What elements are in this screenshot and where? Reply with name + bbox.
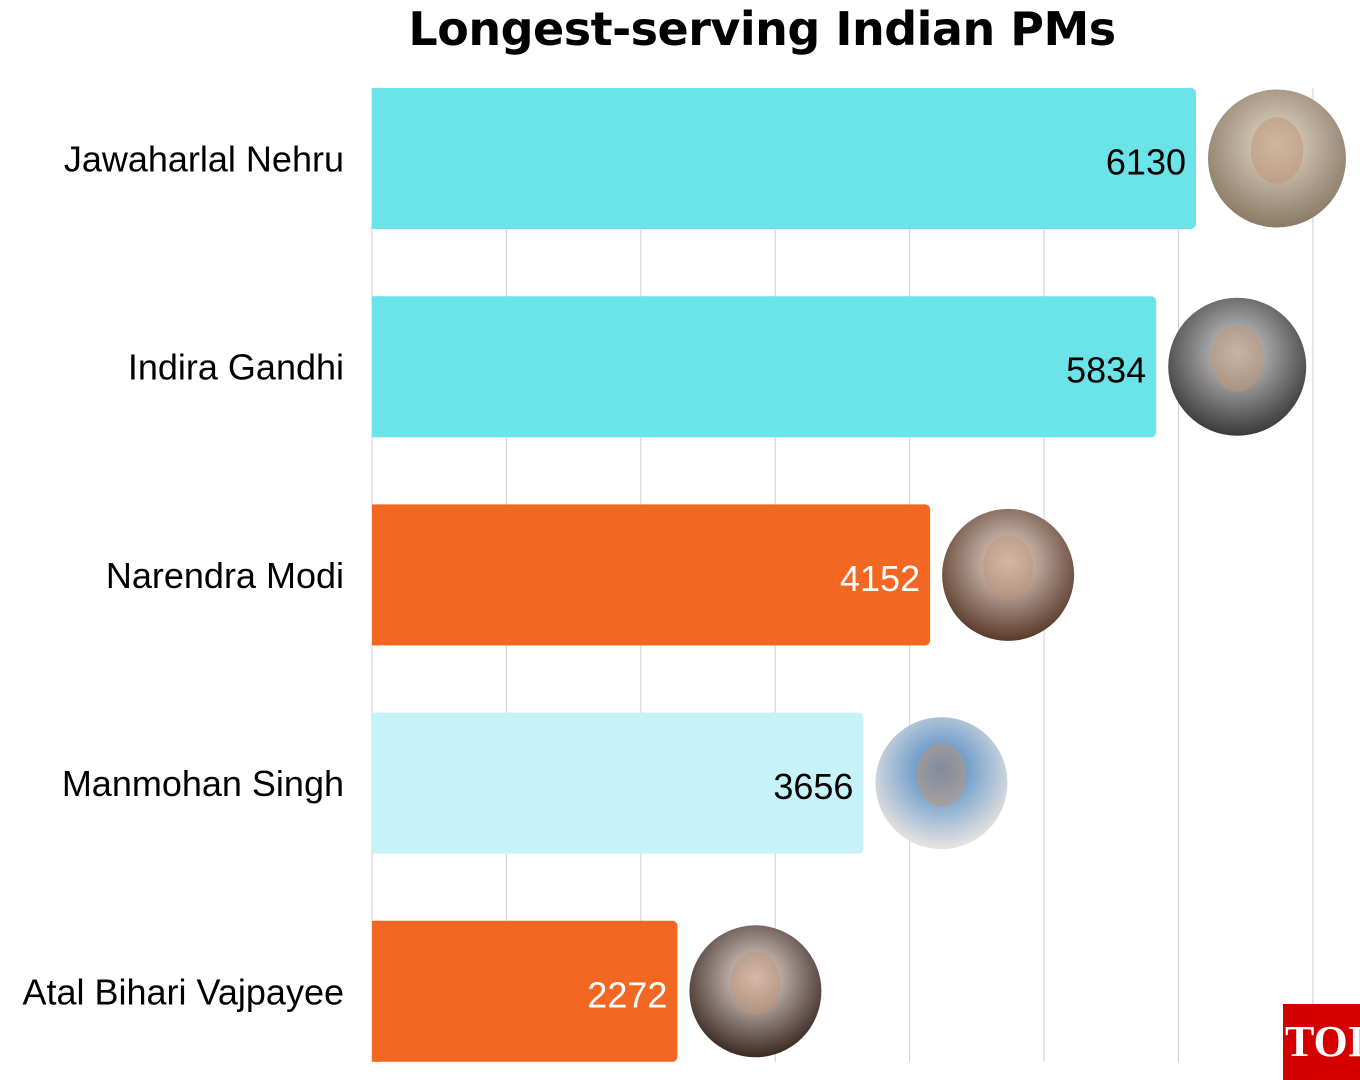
chart-title: Longest-serving Indian PMs xyxy=(408,2,1116,56)
bar xyxy=(372,504,931,646)
bar xyxy=(372,296,1157,438)
value-label: 4152 xyxy=(840,558,920,599)
bar-edge xyxy=(372,712,380,854)
value-label: 6130 xyxy=(1106,142,1186,183)
portrait-face xyxy=(983,535,1034,599)
portrait-face xyxy=(730,951,781,1015)
bar xyxy=(372,712,864,854)
category-label: Indira Gandhi xyxy=(128,347,344,388)
bar-edge xyxy=(372,296,380,438)
value-label: 2272 xyxy=(587,974,667,1015)
value-label: 5834 xyxy=(1066,350,1146,391)
bar xyxy=(372,920,678,1062)
value-label: 3656 xyxy=(773,766,853,807)
bar-edge xyxy=(372,504,380,646)
portrait-face xyxy=(1210,325,1264,392)
category-label: Jawaharlal Nehru xyxy=(64,139,344,180)
toi-logo: TOI xyxy=(1283,1004,1360,1080)
bar-edge xyxy=(372,88,380,229)
category-label: Atal Bihari Vajpayee xyxy=(22,971,344,1012)
bar xyxy=(372,88,1196,229)
category-label: Narendra Modi xyxy=(106,555,344,596)
bar-edge xyxy=(372,920,380,1062)
portrait-face xyxy=(916,743,967,807)
portrait-face xyxy=(1250,117,1304,184)
category-label: Manmohan Singh xyxy=(62,763,344,804)
